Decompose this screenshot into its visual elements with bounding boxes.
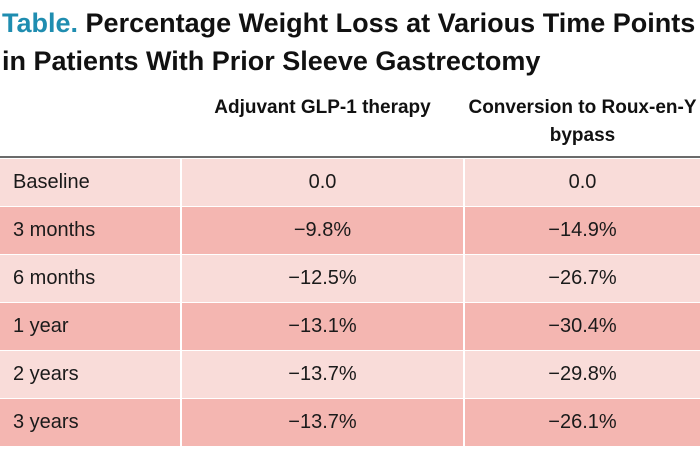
table-row: 6 months −12.5% −26.7% xyxy=(0,254,700,303)
header-divider xyxy=(0,156,700,158)
glp1-value: −9.8% xyxy=(180,206,464,255)
row-label: 6 months xyxy=(0,254,181,303)
row-label: 3 years xyxy=(0,398,181,446)
row-label: 2 years xyxy=(0,350,181,399)
roux-en-y-value: −26.7% xyxy=(463,254,700,303)
column-header-glp1: Adjuvant GLP-1 therapy xyxy=(214,97,431,118)
row-label: 3 months xyxy=(0,206,181,255)
roux-en-y-value: −30.4% xyxy=(463,302,700,351)
roux-en-y-value: 0.0 xyxy=(463,159,700,207)
glp1-value: −13.7% xyxy=(180,398,464,446)
glp1-value: −12.5% xyxy=(180,254,464,303)
table-title-text: Percentage Weight Loss at Various Time P… xyxy=(2,8,696,76)
glp1-value: −13.1% xyxy=(180,302,464,351)
table-row: 3 years −13.7% −26.1% xyxy=(0,398,700,446)
table-row: Baseline 0.0 0.0 xyxy=(0,159,700,207)
table-title: Table. Percentage Weight Loss at Various… xyxy=(2,4,698,80)
roux-en-y-value: −29.8% xyxy=(463,350,700,399)
column-header-roux-en-y: Conversion to Roux-en-Y bypass xyxy=(468,97,697,146)
roux-en-y-value: −26.1% xyxy=(463,398,700,446)
glp1-value: 0.0 xyxy=(180,159,464,207)
roux-en-y-value: −14.9% xyxy=(463,206,700,255)
table-row: 1 year −13.1% −30.4% xyxy=(0,302,700,351)
weight-loss-table: Baseline 0.0 0.0 3 months −9.8% −14.9% 6… xyxy=(0,159,700,446)
table-title-label: Table. xyxy=(2,8,79,38)
glp1-value: −13.7% xyxy=(180,350,464,399)
row-label: 1 year xyxy=(0,302,181,351)
row-label: Baseline xyxy=(0,159,181,207)
table-row: 3 months −9.8% −14.9% xyxy=(0,206,700,255)
table-row: 2 years −13.7% −29.8% xyxy=(0,350,700,399)
